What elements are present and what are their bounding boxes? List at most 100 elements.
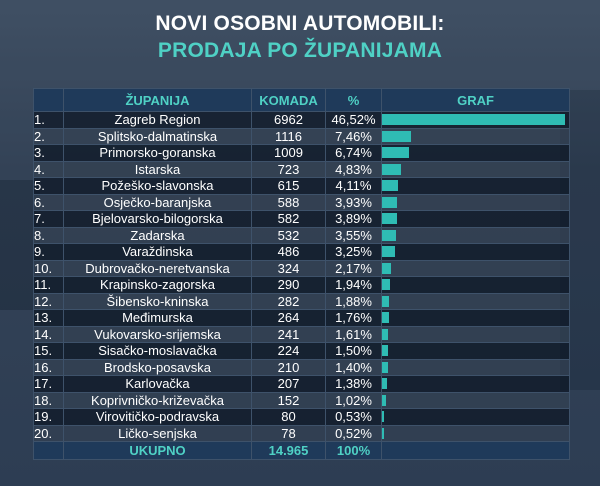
table-row: 19. Virovitičko-podravska 80 0,53% bbox=[33, 408, 570, 426]
units-cell: 6962 bbox=[251, 111, 326, 129]
units-cell: 723 bbox=[251, 160, 326, 178]
column-header-county: ŽUPANIJA bbox=[63, 88, 252, 112]
column-header-percent: % bbox=[325, 88, 382, 112]
sales-table: ŽUPANIJA KOMADA % GRAF 1. Zagreb Region 69… bbox=[33, 88, 570, 460]
bar-mark bbox=[382, 246, 395, 258]
county-name: Požeško-slavonska bbox=[63, 177, 252, 195]
bar-mark bbox=[382, 295, 390, 307]
graph-cell bbox=[381, 309, 570, 327]
percent-cell: 1,50% bbox=[325, 342, 382, 360]
rank-cell: 14. bbox=[33, 325, 64, 343]
bar-mark bbox=[382, 312, 389, 324]
total-percent: 100% bbox=[325, 441, 382, 460]
rank-cell: 18. bbox=[33, 391, 64, 409]
rank-cell: 17. bbox=[33, 375, 64, 393]
units-cell: 486 bbox=[251, 243, 326, 261]
percent-cell: 4,83% bbox=[325, 160, 382, 178]
bar-mark bbox=[382, 262, 391, 274]
table-row: 1. Zagreb Region 6962 46,52% bbox=[33, 111, 570, 129]
table-row: 5. Požeško-slavonska 615 4,11% bbox=[33, 177, 570, 195]
graph-cell bbox=[381, 127, 570, 145]
rank-cell: 3. bbox=[33, 144, 64, 162]
units-cell: 224 bbox=[251, 342, 326, 360]
county-name: Brodsko-posavska bbox=[63, 358, 252, 376]
county-name: Vukovarsko-srijemska bbox=[63, 325, 252, 343]
column-header-rank bbox=[33, 88, 64, 112]
graph-cell bbox=[381, 375, 570, 393]
table-row: 12. Šibensko-kninska 282 1,88% bbox=[33, 292, 570, 310]
table-row: 7. Bjelovarsko-bilogorska 582 3,89% bbox=[33, 210, 570, 228]
table-row: 11. Krapinsko-zagorska 290 1,94% bbox=[33, 276, 570, 294]
table-row: 20. Ličko-senjska 78 0,52% bbox=[33, 424, 570, 442]
graph-cell bbox=[381, 243, 570, 261]
graph-cell bbox=[381, 144, 570, 162]
percent-cell: 1,61% bbox=[325, 325, 382, 343]
graph-cell bbox=[381, 325, 570, 343]
units-cell: 588 bbox=[251, 193, 326, 211]
rank-cell: 11. bbox=[33, 276, 64, 294]
units-cell: 78 bbox=[251, 424, 326, 442]
percent-cell: 7,46% bbox=[325, 127, 382, 145]
table-row: 2. Splitsko-dalmatinska 1116 7,46% bbox=[33, 127, 570, 145]
graph-cell bbox=[381, 358, 570, 376]
units-cell: 290 bbox=[251, 276, 326, 294]
units-cell: 532 bbox=[251, 226, 326, 244]
table-row: 13. Međimurska 264 1,76% bbox=[33, 309, 570, 327]
bar-mark bbox=[382, 147, 409, 159]
graph-cell bbox=[381, 210, 570, 228]
table-row: 6. Osječko-baranjska 588 3,93% bbox=[33, 193, 570, 211]
rank-cell: 4. bbox=[33, 160, 64, 178]
table-row: 17. Karlovačka 207 1,38% bbox=[33, 375, 570, 393]
bar-mark bbox=[382, 411, 385, 423]
rank-cell: 13. bbox=[33, 309, 64, 327]
percent-cell: 1,38% bbox=[325, 375, 382, 393]
bar-mark bbox=[382, 213, 398, 225]
total-graph-cell bbox=[381, 441, 570, 460]
title-line-2: PRODAJA PO ŽUPANIJAMA bbox=[157, 39, 443, 62]
table-row: 18. Koprivničko-križevačka 152 1,02% bbox=[33, 391, 570, 409]
bar-mark bbox=[382, 345, 388, 357]
title-block: NOVI OSOBNI AUTOMOBILI: PRODAJA PO ŽUPAN… bbox=[0, 10, 600, 64]
county-name: Istarska bbox=[63, 160, 252, 178]
rank-cell: 6. bbox=[33, 193, 64, 211]
percent-cell: 1,94% bbox=[325, 276, 382, 294]
rank-cell: 20. bbox=[33, 424, 64, 442]
percent-cell: 1,76% bbox=[325, 309, 382, 327]
total-label: UKUPNO bbox=[63, 441, 252, 460]
graph-cell bbox=[381, 259, 570, 277]
county-name: Krapinsko-zagorska bbox=[63, 276, 252, 294]
rank-cell: 7. bbox=[33, 210, 64, 228]
table-row: 10. Dubrovačko-neretvanska 324 2,17% bbox=[33, 259, 570, 277]
graph-cell bbox=[381, 292, 570, 310]
bar-mark bbox=[382, 427, 385, 439]
percent-cell: 1,02% bbox=[325, 391, 382, 409]
bar-mark bbox=[382, 229, 396, 241]
bar-mark bbox=[382, 394, 386, 406]
units-cell: 615 bbox=[251, 177, 326, 195]
percent-cell: 0,53% bbox=[325, 408, 382, 426]
county-name: Virovitičko-podravska bbox=[63, 408, 252, 426]
graph-cell bbox=[381, 160, 570, 178]
bar-mark bbox=[382, 196, 398, 208]
units-cell: 1009 bbox=[251, 144, 326, 162]
units-cell: 264 bbox=[251, 309, 326, 327]
column-header-graph: GRAF bbox=[381, 88, 570, 112]
table-header-row: ŽUPANIJA KOMADA % GRAF bbox=[33, 88, 570, 112]
rank-cell: 1. bbox=[33, 111, 64, 129]
table-row: 4. Istarska 723 4,83% bbox=[33, 160, 570, 178]
units-cell: 582 bbox=[251, 210, 326, 228]
county-name: Sisačko-moslavačka bbox=[63, 342, 252, 360]
percent-cell: 1,88% bbox=[325, 292, 382, 310]
rank-cell: 8. bbox=[33, 226, 64, 244]
units-cell: 1116 bbox=[251, 127, 326, 145]
rank-cell: 15. bbox=[33, 342, 64, 360]
rank-cell: 10. bbox=[33, 259, 64, 277]
county-name: Koprivničko-križevačka bbox=[63, 391, 252, 409]
table-row: 15. Sisačko-moslavačka 224 1,50% bbox=[33, 342, 570, 360]
bar-mark bbox=[382, 361, 388, 373]
graph-cell bbox=[381, 342, 570, 360]
bar-mark bbox=[382, 114, 565, 126]
table-row: 16. Brodsko-posavska 210 1,40% bbox=[33, 358, 570, 376]
percent-cell: 1,40% bbox=[325, 358, 382, 376]
graph-cell bbox=[381, 226, 570, 244]
